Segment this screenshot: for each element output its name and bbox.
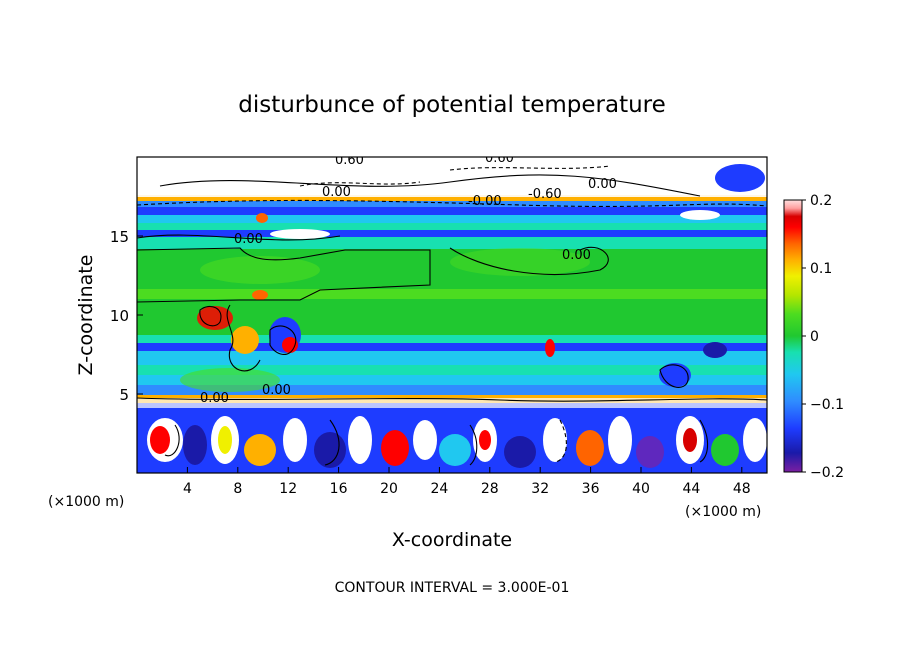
colorbar-tick-label: 0.1 bbox=[810, 261, 832, 277]
colorbar-tick-label: −0.1 bbox=[810, 397, 844, 413]
colorbar-ticks: 0.2 0.1 0 −0.1 −0.2 bbox=[802, 193, 844, 481]
x-tick-label: 24 bbox=[430, 481, 448, 497]
contour-label: 0.00 bbox=[200, 391, 229, 406]
x-axis-label: X-coordinate bbox=[392, 529, 512, 551]
x-tick-label: 40 bbox=[632, 481, 650, 497]
contour-label: 0.60 bbox=[485, 151, 514, 166]
y-tick-label: 10 bbox=[110, 307, 129, 325]
chart-title: disturbunce of potential temperature bbox=[238, 92, 666, 118]
contour-label: -0.60 bbox=[528, 187, 562, 202]
y-axis-unit: (×1000 m) bbox=[48, 494, 124, 510]
x-tick-label: 28 bbox=[481, 481, 499, 497]
y-axis-label: Z-coordinate bbox=[75, 255, 97, 376]
x-axis-unit: (×1000 m) bbox=[685, 504, 761, 520]
y-axis: 5 10 15 bbox=[110, 228, 143, 404]
contour-label: 0.00 bbox=[234, 232, 263, 247]
x-tick-label: 36 bbox=[582, 481, 600, 497]
x-tick-label: 32 bbox=[531, 481, 549, 497]
x-tick-label: 8 bbox=[233, 481, 242, 497]
y-tick-label: 5 bbox=[119, 386, 129, 404]
contour-label: -0.00 bbox=[468, 194, 502, 209]
colorbar bbox=[783, 199, 803, 473]
x-tick-label: 48 bbox=[733, 481, 751, 497]
x-tick-label: 16 bbox=[330, 481, 348, 497]
colorbar-tick-label: 0 bbox=[810, 329, 819, 345]
x-tick-label: 12 bbox=[279, 481, 297, 497]
x-tick-label: 4 bbox=[183, 481, 192, 497]
contour-label: 0.60 bbox=[335, 153, 364, 168]
contour-label: 0.00 bbox=[562, 248, 591, 263]
heatmap-field: 0.60 0.60 0.00 -0.60 0.00 -0.00 0.00 0.0… bbox=[137, 151, 767, 473]
contour-label: 0.00 bbox=[588, 177, 617, 192]
colorbar-tick-label: 0.2 bbox=[810, 193, 832, 209]
x-axis: 4 8 12 16 20 24 28 32 36 40 44 48 bbox=[183, 467, 751, 497]
colorbar-tick-label: −0.2 bbox=[810, 465, 844, 481]
contour-label: 0.00 bbox=[262, 383, 291, 398]
x-tick-label: 44 bbox=[682, 481, 700, 497]
x-tick-label: 20 bbox=[380, 481, 398, 497]
contour-interval-text: CONTOUR INTERVAL = 3.000E-01 bbox=[335, 580, 570, 596]
contour-label: 0.00 bbox=[322, 185, 351, 200]
y-tick-label: 15 bbox=[110, 228, 129, 246]
